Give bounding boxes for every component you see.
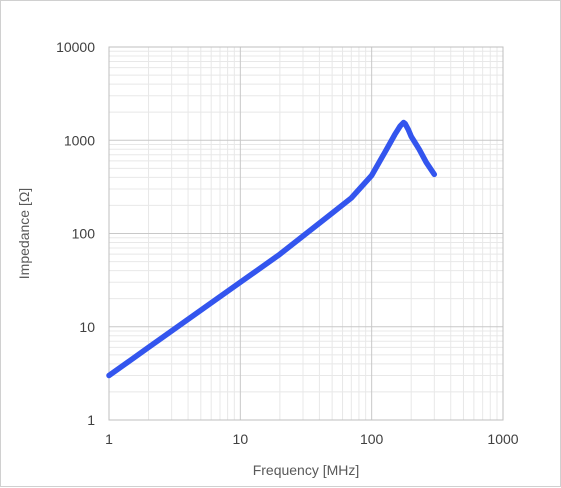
y-axis-ticks: 10000 1000 100 10 1 [56, 39, 95, 428]
impedance-series-line [106, 119, 438, 379]
series-layer [106, 119, 438, 379]
x-tick-label: 10 [233, 431, 249, 447]
x-axis-ticks: 1 10 100 1000 [105, 431, 519, 447]
y-tick-label: 10000 [56, 39, 95, 55]
y-tick-label: 100 [72, 226, 96, 242]
x-tick-label: 1000 [487, 431, 518, 447]
y-tick-label: 1000 [64, 132, 95, 148]
plot-border [108, 46, 504, 421]
y-tick-label: 1 [87, 412, 95, 428]
y-axis-title: Impedance [Ω] [16, 188, 32, 279]
y-tick-label: 10 [79, 319, 95, 335]
x-tick-label: 100 [360, 431, 384, 447]
x-tick-label: 1 [105, 431, 113, 447]
x-axis-title: Frequency [MHz] [253, 462, 360, 478]
